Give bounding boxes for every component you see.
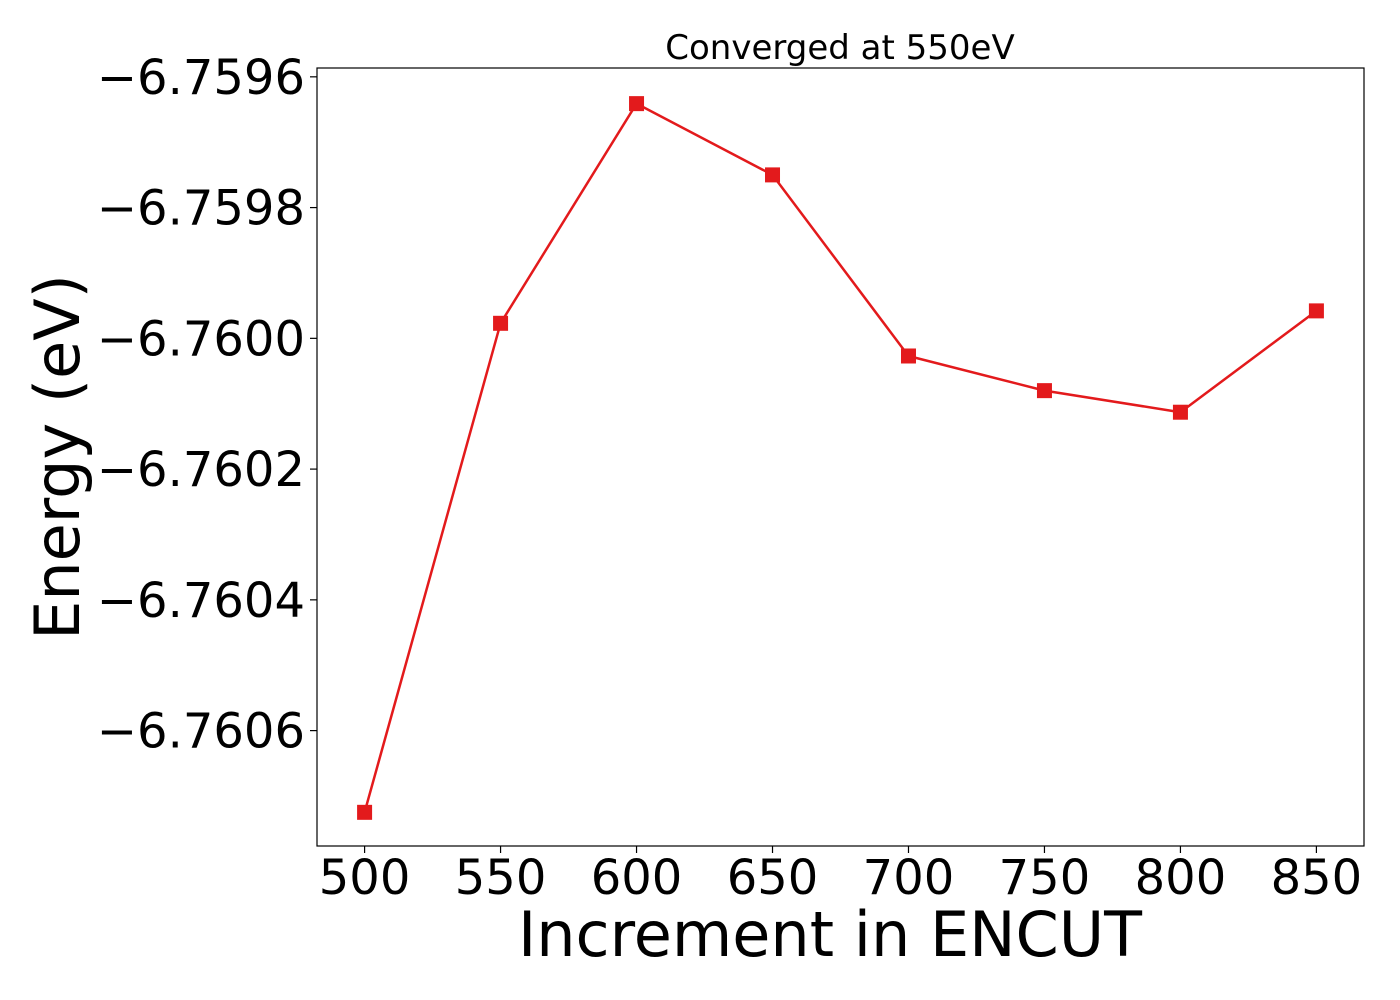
x-tick-label: 650	[727, 850, 819, 906]
data-point-marker	[357, 804, 373, 820]
x-tick-label: 800	[1135, 850, 1227, 906]
data-point-marker	[1172, 404, 1188, 420]
data-point-marker	[765, 167, 781, 183]
data-point-marker	[629, 96, 645, 112]
x-tick-label: 850	[1271, 850, 1363, 906]
y-tick-label: −6.7596	[97, 50, 305, 106]
chart-title: Converged at 550eV	[665, 28, 1014, 68]
x-axis-label: Increment in ENCUT	[518, 898, 1143, 971]
data-point-marker	[1308, 303, 1324, 319]
y-axis-label: Energy (eV)	[21, 274, 94, 640]
y-tick-label: −6.7604	[97, 573, 305, 629]
data-point-marker	[1036, 383, 1052, 399]
y-tick-label: −6.7600	[97, 311, 305, 367]
x-tick-label: 700	[863, 850, 955, 906]
x-tick-label: 600	[591, 850, 683, 906]
series-layer	[357, 96, 1324, 820]
series-line	[363, 102, 1318, 813]
y-tick-label: −6.7598	[97, 181, 305, 237]
x-tick-label: 500	[319, 850, 411, 906]
plot-background	[317, 68, 1364, 846]
data-point-marker	[900, 348, 916, 364]
y-axis-ticks: −6.7596 −6.7598 −6.7600 −6.7602 −6.7604 −6.76…	[97, 50, 317, 760]
x-tick-label: 750	[999, 850, 1091, 906]
x-axis-ticks: 500 550 600 650 700 750 800 850	[319, 846, 1362, 906]
y-tick-label: −6.7602	[97, 442, 305, 498]
data-point-marker	[493, 315, 509, 331]
y-tick-label: −6.7606	[97, 704, 305, 760]
x-tick-label: 550	[455, 850, 547, 906]
plot-frame	[316, 67, 1365, 847]
